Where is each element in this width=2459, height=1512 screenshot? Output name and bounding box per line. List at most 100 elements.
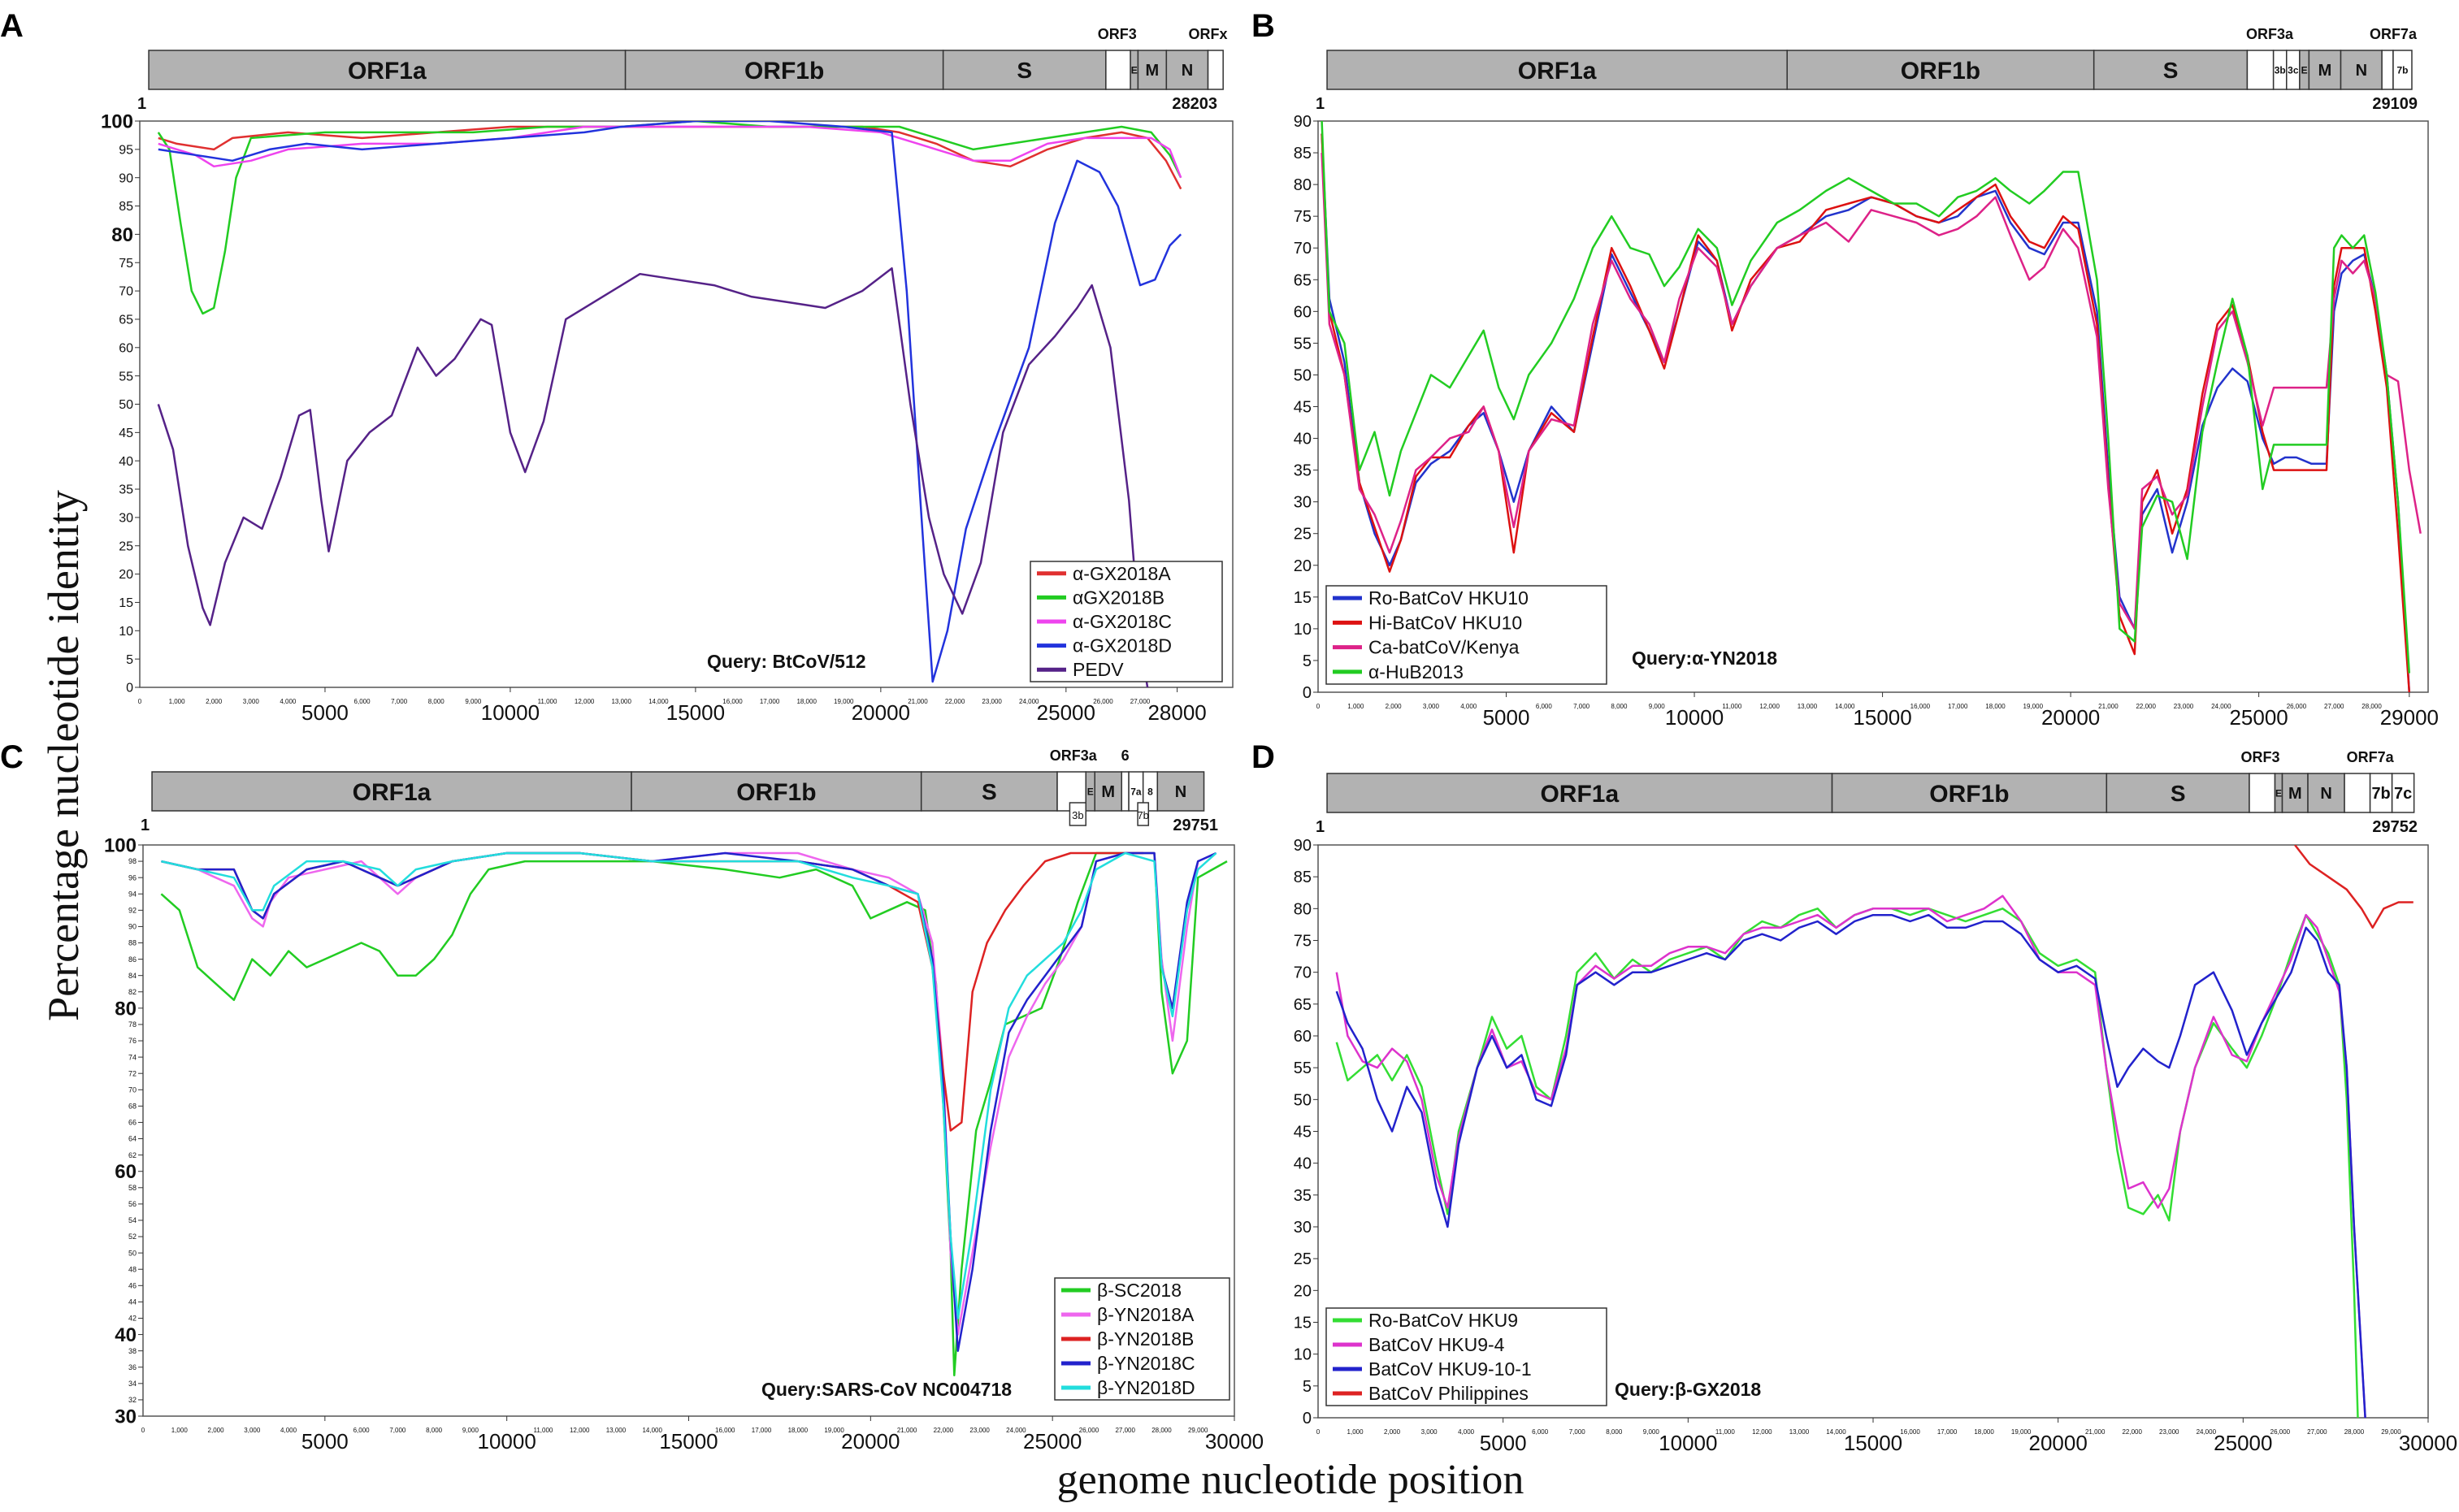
panel-b-x-minor-tick-label: 18,000 (1985, 703, 2006, 710)
panel-d-x-tick-label: 30000 (2399, 1431, 2457, 1455)
panel-b-x-tick-label: 5000 (1483, 705, 1530, 730)
panel-b-x-minor-tick-label: 2,000 (1386, 703, 1403, 710)
panel-b-gene-label: E (2301, 64, 2308, 76)
panel-a-orf-label: ORF3 (1098, 26, 1137, 42)
panel-c-x-minor-tick-label: 2,000 (208, 1427, 225, 1434)
panel-c-x-minor-tick-label: 14,000 (642, 1427, 662, 1434)
panel-d-y-tick-label: 35 (1294, 1187, 1312, 1205)
panel-b-x-tick-label: 29000 (2380, 705, 2439, 730)
panel-c-x-minor-tick-label: 1,000 (171, 1427, 189, 1434)
panel-c-y-tick-label: 66 (128, 1119, 137, 1127)
panel-d-gene-label: S (2171, 781, 2186, 806)
panel-c-legend-label: β-YN2018A (1097, 1304, 1195, 1325)
panel-c-y-tick-label: 30 (115, 1406, 137, 1428)
panel-a-x-tick-label: 10000 (481, 700, 540, 725)
panel-a-genome-end-label: 28203 (1172, 95, 1217, 113)
panel-d-gene-box (2106, 773, 2250, 813)
panel-c-legend-label: β-YN2018C (1097, 1353, 1195, 1374)
panel-b-legend-label: Ro-BatCoV HKU10 (1368, 587, 1529, 609)
panel-c-x-minor-tick-label: 16,000 (715, 1427, 735, 1434)
panel-b-genome-start-label: 1 (1316, 95, 1325, 113)
panel-c-y-tick-label: 80 (115, 998, 137, 1020)
panel-b-y-tick-label: 90 (1294, 113, 1312, 131)
panel-b-orf-label: ORF7a (2370, 26, 2418, 42)
panel-d-legend-label: BatCoV HKU9-10-1 (1368, 1358, 1532, 1380)
panel-b-x-minor-tick-label: 24,000 (2211, 703, 2231, 710)
panel-c-x-tick-label: 30000 (1205, 1429, 1264, 1454)
panel-a-y-tick-label: 70 (119, 285, 133, 299)
panel-b-y-tick-label: 45 (1294, 399, 1312, 417)
panel-b-y-tick-label: 0 (1303, 684, 1312, 702)
panel-c-y-tick-label: 56 (128, 1200, 137, 1208)
panel-c-y-tick-label: 82 (128, 988, 137, 996)
panel-b-x-minor-tick-label: 11,000 (1722, 703, 1741, 710)
panel-a-y-tick-label: 0 (126, 682, 133, 695)
panel-a-x-minor-tick-label: 22,000 (945, 698, 965, 705)
panel-b-y-tick-label: 70 (1294, 240, 1312, 258)
panel-c-x-minor-tick-label: 29,000 (1188, 1427, 1208, 1434)
panel-d-y-tick-label: 85 (1294, 869, 1312, 886)
panel-d-gene-box (2281, 773, 2309, 813)
panel-b-gene-label: ORF1a (1518, 58, 1597, 84)
panel-c-gene-box (1069, 802, 1086, 826)
panel-c-gene-label: 7a (1130, 786, 1142, 797)
panel-d-x-minor-tick-label: 9,000 (1643, 1428, 1660, 1436)
panel-d-x-minor-tick-label: 0 (1316, 1428, 1321, 1436)
panel-c-gene-box (151, 771, 632, 812)
panel-b-x-minor-tick-label: 17,000 (1948, 703, 1968, 710)
panel-b-genome-end-label: 29109 (2372, 95, 2418, 113)
panel-c-x-minor-tick-label: 4,000 (280, 1427, 297, 1434)
panel-b-x-minor-tick-label: 27,000 (2324, 703, 2344, 710)
panel-d-x-minor-tick-label: 26,000 (2270, 1428, 2291, 1436)
panel-c-gene-box (631, 771, 922, 812)
panel-c: C ORF1a ORF1b S E M 7a 8 N ORF3a 6 3b 7b 1 29751 30 32 3… (0, 739, 1264, 1454)
panel-d-x-tick-label: 20000 (2029, 1431, 2088, 1455)
panel-c-gene-label: 7b (1137, 809, 1148, 821)
panel-c-y-tick-label: 72 (128, 1069, 137, 1077)
panel-c-y-tick-label: 58 (128, 1184, 137, 1192)
panel-c-query-label: Query:SARS-CoV NC004718 (761, 1379, 1012, 1400)
panel-c-y-tick-label: 48 (128, 1265, 137, 1273)
panel-b-y-tick-label: 15 (1294, 589, 1312, 607)
panel-d-query-label: Query:β-GX2018 (1615, 1379, 1761, 1400)
panel-d-x-minor-tick-label: 17,000 (1937, 1428, 1958, 1436)
panel-b-gene-box (2308, 50, 2342, 90)
panel-a-y-tick-label: 75 (119, 257, 133, 271)
panel-d-y-tick-label: 30 (1294, 1219, 1312, 1237)
panel-c-y-tick-label: 38 (128, 1347, 137, 1355)
panel-a-x-minor-tick-label: 7,000 (391, 698, 408, 705)
panel-c-x-minor-tick-label: 7,000 (389, 1427, 406, 1434)
panel-d-gene-box (2391, 773, 2415, 813)
panel-c-y-tick-label: 44 (128, 1298, 137, 1306)
panel-b-x-minor-tick-label: 14,000 (1835, 703, 1855, 710)
panel-d-y-tick-label: 20 (1294, 1282, 1312, 1300)
panel-a-query-label: Query: BtCoV/512 (707, 651, 866, 672)
panel-b-x-minor-tick-label: 12,000 (1759, 703, 1780, 710)
panel-b-gene-label: S (2163, 58, 2179, 83)
panel-a-x-tick-label: 15000 (666, 700, 725, 725)
panel-a-gene-label: M (1146, 62, 1160, 80)
panel-c-gene-box (1137, 802, 1150, 826)
panel-d-gene-box (2249, 773, 2276, 813)
panel-b-gene-label: 3c (2288, 64, 2299, 76)
panel-d-y-tick-label: 80 (1294, 900, 1312, 918)
panel-a-legend-label: αGX2018B (1073, 587, 1164, 608)
panel-d-y-tick-label: 55 (1294, 1059, 1312, 1077)
panel-b-y-tick-label: 40 (1294, 431, 1312, 448)
panel-b-x-minor-tick-label: 26,000 (2287, 703, 2307, 710)
panel-c-x-minor-tick-label: 12,000 (570, 1427, 590, 1434)
panel-d-y-tick-label: 50 (1294, 1091, 1312, 1109)
panel-c-gene-label: M (1101, 783, 1115, 801)
panel-a-gene-box (1165, 50, 1209, 90)
panel-d-gene-label: ORF1b (1929, 781, 2009, 808)
panel-b-y-tick-label: 60 (1294, 303, 1312, 321)
panel-b-gene-box (2381, 50, 2394, 90)
panel-b-y-tick-label: 35 (1294, 462, 1312, 480)
panel-c-y-tick-label: 86 (128, 955, 137, 964)
panel-c-y-tick-label: 100 (104, 834, 137, 856)
panel-d-y-tick-label: 0 (1303, 1410, 1312, 1428)
panel-d-x-minor-tick-label: 16,000 (1900, 1428, 1920, 1436)
panel-b-x-minor-tick-label: 21,000 (2098, 703, 2119, 710)
panel-c-gene-box (920, 771, 1058, 812)
panel-b-gene-box (2392, 50, 2413, 90)
